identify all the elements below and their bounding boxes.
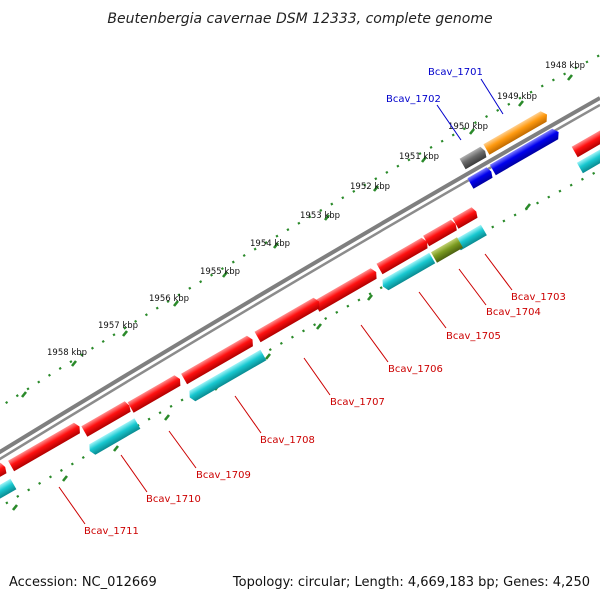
outer-scale-track	[0, 54, 600, 409]
scale-labels: 1948 kbp 1949 kbp 1950 kbp 1951 kbp 1952…	[47, 61, 585, 358]
genome-backbone	[0, 96, 600, 461]
major-tick	[221, 271, 229, 278]
major-tick	[112, 445, 120, 452]
major-tick	[372, 185, 380, 192]
map-title: Beutenbergia cavernae DSM 12333, complet…	[107, 11, 492, 27]
scale-label-1958: 1958 kbp	[47, 348, 87, 358]
feature-blue-small	[467, 167, 493, 189]
feature-cyan-left-edge	[0, 478, 17, 500]
leader-bcav-1706	[360, 324, 389, 363]
major-tick	[264, 353, 272, 360]
leader-bcav-1701	[480, 78, 504, 115]
gene-label-bcav-1710: Bcav_1710	[146, 494, 201, 505]
scale-label-1948: 1948 kbp	[545, 61, 585, 71]
gene-label-bcav-1701: Bcav_1701	[428, 67, 483, 78]
feature-bcav-1701	[483, 111, 548, 155]
leader-bcav-1710	[120, 454, 148, 493]
feature-red-left-edge	[0, 462, 7, 479]
scale-label-1951: 1951 kbp	[399, 152, 439, 162]
feature-cyan-c	[189, 349, 267, 402]
scale-label-1954: 1954 kbp	[250, 239, 290, 249]
major-tick	[323, 214, 331, 221]
scale-label-1957: 1957 kbp	[98, 321, 138, 331]
gene-label-bcav-1706: Bcav_1706	[388, 364, 443, 375]
gene-label-bcav-1705: Bcav_1705	[446, 331, 501, 342]
scale-label-1949: 1949 kbp	[497, 92, 537, 102]
major-tick	[70, 360, 78, 367]
feature-bcav-1710	[81, 401, 131, 437]
major-tick	[468, 128, 476, 135]
feature-red-far-right	[571, 126, 600, 158]
gene-label-bcav-1707: Bcav_1707	[330, 397, 385, 408]
feature-bcav-1709	[127, 375, 181, 413]
major-tick	[121, 330, 129, 337]
major-tick	[517, 100, 525, 107]
outer-features	[459, 111, 600, 189]
inner-features	[0, 207, 487, 500]
scale-label-1956: 1956 kbp	[149, 294, 189, 304]
feature-cyan-b	[382, 252, 436, 291]
gene-label-bcav-1702: Bcav_1702	[386, 94, 441, 105]
feature-bcav-1702	[459, 146, 487, 170]
topology-text: Topology: circular; Length: 4,669,183 bp…	[232, 575, 590, 590]
feature-cyan-a	[454, 224, 487, 251]
major-tick	[566, 74, 574, 81]
gene-label-bcav-1708: Bcav_1708	[260, 435, 315, 446]
major-tick	[524, 203, 532, 210]
gene-label-bcav-1709: Bcav_1709	[196, 470, 251, 481]
scale-label-1953: 1953 kbp	[300, 211, 340, 221]
major-tick	[20, 391, 28, 398]
scale-label-1952: 1952 kbp	[350, 182, 390, 192]
major-tick	[366, 294, 374, 301]
label-leaders	[58, 78, 513, 525]
gene-labels: Bcav_1701 Bcav_1702 Bcav_1703 Bcav_1704 …	[84, 67, 566, 537]
gene-label-bcav-1703: Bcav_1703	[511, 292, 566, 303]
leader-bcav-1707	[303, 357, 331, 396]
leader-bcav-1711	[58, 486, 86, 525]
leader-bcav-1708	[234, 395, 262, 434]
leader-bcav-1703	[484, 253, 513, 291]
leader-bcav-1702	[436, 104, 462, 141]
major-tick	[172, 300, 180, 307]
major-tick	[420, 156, 428, 163]
feature-bcav-1704	[423, 219, 457, 247]
leader-bcav-1709	[168, 430, 197, 469]
feature-olive	[431, 237, 463, 263]
feature-cyan-d	[89, 418, 141, 455]
accession-text: Accession: NC_012669	[9, 575, 157, 590]
feature-bcav-1707	[254, 297, 320, 343]
feature-bcav-1711	[8, 422, 80, 472]
major-tick	[163, 414, 171, 421]
inner-scale-track	[0, 169, 600, 511]
feature-bcav-1703	[452, 207, 478, 229]
major-tick	[11, 504, 19, 511]
gene-label-bcav-1711: Bcav_1711	[84, 526, 139, 537]
feature-bcav-1708	[181, 335, 253, 385]
major-tick	[61, 475, 69, 482]
scale-label-1950: 1950 kbp	[448, 122, 488, 132]
feature-bcav-1706	[313, 268, 377, 312]
feature-bcav-1705	[376, 237, 428, 275]
feature-blue-large	[489, 128, 559, 176]
leader-bcav-1705	[418, 291, 447, 329]
scale-label-1955: 1955 kbp	[200, 267, 240, 277]
major-tick	[272, 242, 280, 249]
gene-label-bcav-1704: Bcav_1704	[486, 307, 541, 318]
leader-bcav-1704	[458, 268, 487, 306]
major-tick	[315, 323, 323, 330]
